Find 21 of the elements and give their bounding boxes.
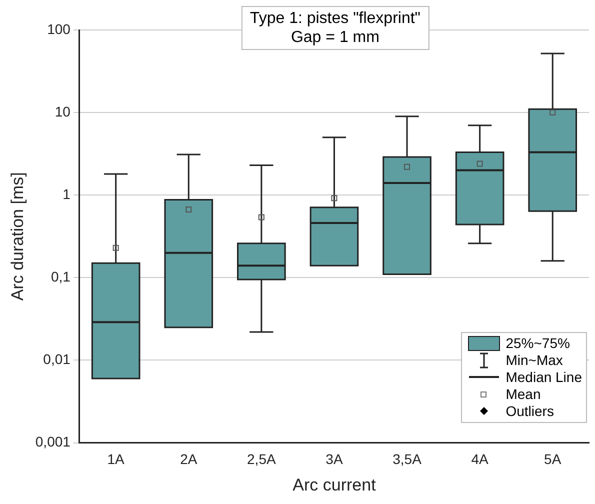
x-tick-label: 3,5A: [392, 451, 422, 468]
y-tick-label: 10: [54, 103, 71, 120]
x-tick-label: 3A: [326, 451, 344, 468]
x-tick-label: 4A: [471, 451, 490, 468]
y-tick-label: 0,001: [35, 434, 71, 450]
y-tick-label: 0,1: [50, 268, 71, 285]
annotation: Min~Max: [506, 352, 563, 369]
x-tick-label: 1A: [107, 451, 126, 468]
chart-title: Type 1: pistes "flexprint" Gap = 1 mm: [240, 6, 430, 50]
y-axis-title: Arc duration [ms]: [8, 172, 27, 301]
x-tick-label: 5A: [544, 451, 562, 468]
y-tick-label: 100: [47, 20, 71, 37]
x-axis-title: Arc current: [292, 475, 376, 494]
y-tick-label: 0,01: [43, 351, 71, 368]
annotation: Mean: [506, 386, 541, 403]
annotation: Median Line: [506, 368, 582, 386]
y-tick-label: 1: [62, 186, 71, 202]
x-tick-label: 2A: [180, 451, 198, 468]
annotation: Outliers: [506, 402, 554, 420]
x-tick-label: 2,5A: [247, 451, 276, 468]
legend-label: 25%~75%: [506, 334, 570, 352]
